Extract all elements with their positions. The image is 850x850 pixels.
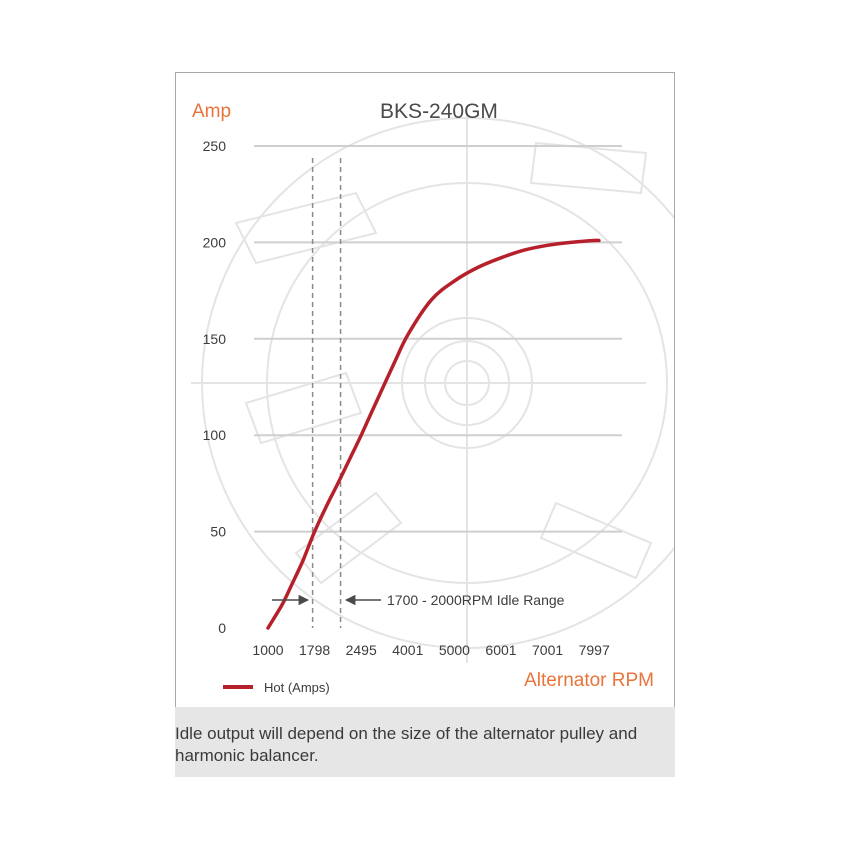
y-tick-label-200: 200 [203,234,227,250]
x-axis-title: Alternator RPM [524,670,654,691]
x-tick-label-7997: 7997 [579,642,610,658]
x-tick-label-7001: 7001 [532,642,563,658]
chart-title: BKS-240GM [380,100,498,123]
x-tick-label-2495: 2495 [346,642,377,658]
x-tick-label-5000: 5000 [439,642,470,658]
idle-range-lines [311,158,342,628]
y-tick-label-250: 250 [203,138,227,154]
legend-label-hot: Hot (Amps) [264,680,330,695]
y-tick-label-50: 50 [210,524,226,540]
background-alternator-illustration [191,113,674,663]
x-tick-label-4001: 4001 [392,642,423,658]
caption-text: Idle output will depend on the size of t… [175,724,638,765]
x-tick-label-1000: 1000 [252,642,283,658]
chart-svg: 0 50 100 150 200 250 1000 1798 2495 4001 5000 6001… [191,100,674,695]
y-tick-labels: 0 50 100 150 200 250 [203,138,227,636]
y-tick-label-100: 100 [203,427,227,443]
y-tick-label-0: 0 [218,620,226,636]
x-tick-labels: 1000 1798 2495 4001 5000 6001 7001 7997 [252,642,610,658]
x-tick-label-6001: 6001 [485,642,516,658]
y-tick-label-150: 150 [203,331,227,347]
chart-card: 0 50 100 150 200 250 1000 1798 2495 4001 5000 6001… [175,72,675,708]
caption-box: Idle output will depend on the size of t… [175,707,675,777]
x-tick-label-1798: 1798 [299,642,330,658]
series-layer [266,238,601,630]
idle-range-annotation: 1700 - 2000RPM Idle Range [387,592,565,608]
y-axis-title: Amp [192,101,231,122]
legend: Hot (Amps) [223,680,330,695]
series-line-hot-amps [266,238,601,630]
